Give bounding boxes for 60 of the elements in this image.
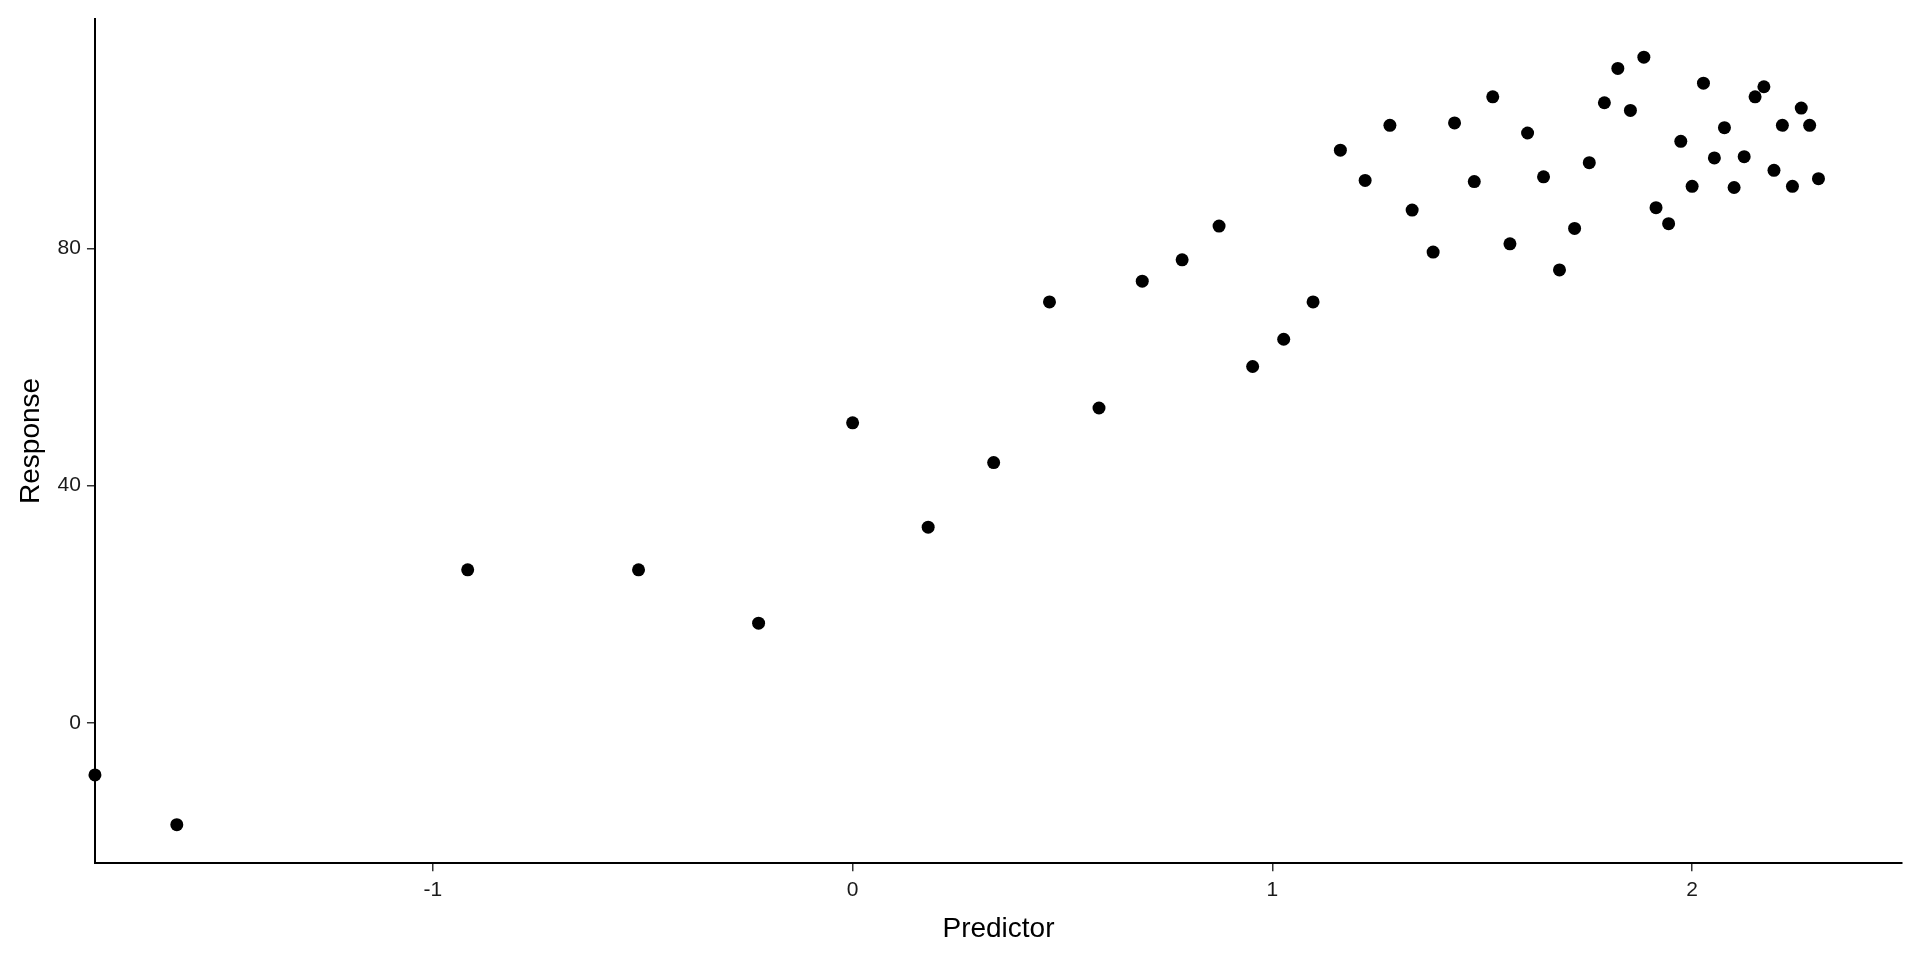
point: [1426, 245, 1440, 259]
point: [1582, 156, 1596, 170]
point: [1405, 203, 1419, 217]
point: [461, 563, 475, 577]
point: [632, 563, 646, 577]
point: [1707, 151, 1721, 165]
point: [1662, 217, 1676, 231]
point: [1246, 360, 1260, 374]
point: [1212, 219, 1226, 233]
point: [1785, 179, 1799, 193]
point: [752, 616, 766, 630]
point: [88, 768, 102, 782]
point: [1537, 170, 1551, 184]
point: [1092, 401, 1106, 415]
point: [921, 520, 935, 534]
point: [1811, 172, 1825, 186]
point: [1175, 253, 1189, 267]
point: [1552, 263, 1566, 277]
point: [1737, 150, 1751, 164]
x-tick-label: -1: [423, 876, 443, 900]
y-tick-label: 40: [57, 472, 81, 496]
point: [1637, 50, 1651, 64]
x-tick-label: 2: [1686, 876, 1698, 900]
point: [1306, 295, 1320, 309]
point: [1727, 181, 1741, 195]
point: [1568, 221, 1582, 235]
point: [1767, 163, 1781, 177]
point: [1448, 116, 1462, 130]
point: [1467, 175, 1481, 189]
point: [987, 456, 1001, 470]
point: [1685, 179, 1699, 193]
point: [1775, 118, 1789, 132]
y-axis-title: Response: [13, 377, 45, 504]
point: [1794, 101, 1808, 115]
point: [1674, 134, 1688, 148]
point: [846, 416, 860, 430]
y-tick-label: 80: [57, 235, 81, 259]
point: [1623, 103, 1637, 117]
point: [1358, 173, 1372, 187]
point: [1748, 90, 1762, 104]
point: [1503, 237, 1517, 251]
y-tick-label: 0: [69, 709, 81, 733]
point: [1383, 118, 1397, 132]
point: [1042, 295, 1056, 309]
point: [1717, 121, 1731, 135]
point: [1277, 332, 1291, 346]
point: [1611, 61, 1625, 75]
point: [1696, 76, 1710, 90]
x-tick-label: 0: [846, 876, 859, 900]
point: [170, 818, 184, 832]
x-axis-title: Predictor: [942, 911, 1055, 943]
point: [1135, 274, 1149, 288]
point: [1333, 143, 1347, 157]
point: [1649, 201, 1663, 215]
x-tick-label: 1: [1266, 876, 1279, 900]
point: [1521, 126, 1535, 140]
point: [1757, 80, 1771, 94]
point: [1486, 90, 1500, 104]
point: [1803, 118, 1817, 132]
point: [1597, 96, 1611, 110]
